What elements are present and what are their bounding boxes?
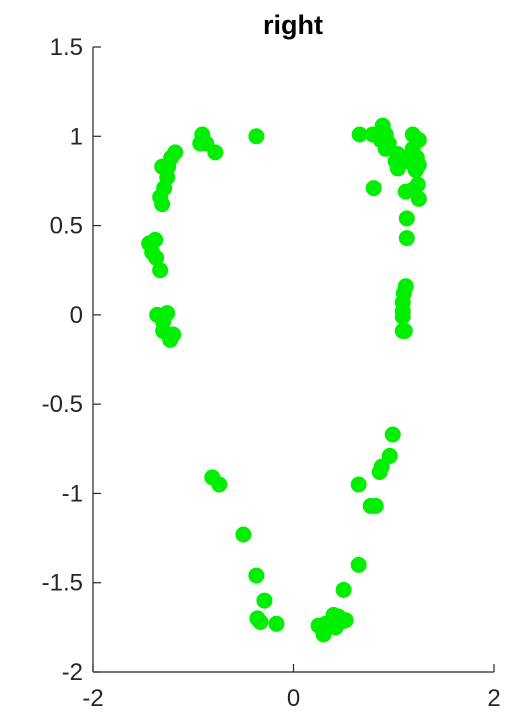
data-point [365, 180, 382, 197]
data-point [410, 190, 427, 207]
y-tick-label: 0 [70, 302, 83, 329]
data-point [350, 556, 367, 573]
data-point [256, 592, 273, 609]
data-point [394, 308, 411, 325]
x-tick-label: 0 [287, 685, 300, 712]
x-axis-ticks: -2 0 2 [82, 664, 501, 712]
data-points [141, 117, 427, 643]
x-tick-label: -2 [82, 685, 103, 712]
data-point [396, 322, 413, 339]
data-point [207, 144, 224, 161]
data-point [371, 464, 388, 480]
data-point [148, 249, 165, 266]
data-point [211, 476, 228, 493]
data-point [162, 331, 179, 348]
data-point [335, 581, 352, 598]
data-point [398, 210, 415, 227]
y-tick-label: -0.5 [42, 391, 83, 418]
data-point [235, 526, 252, 543]
x-tick-label: 2 [487, 685, 500, 712]
y-tick-label: -1 [62, 480, 83, 507]
axes: -2 -1.5 -1 -0.5 0 0.5 1 1.5 -2 0 2 [42, 34, 501, 712]
data-point [409, 176, 426, 193]
chart-title: right [263, 10, 323, 40]
data-point [351, 126, 368, 143]
data-point [350, 476, 367, 493]
data-point [268, 615, 285, 632]
data-point [152, 262, 169, 279]
y-tick-label: 1.5 [50, 34, 83, 61]
y-tick-label: 0.5 [50, 213, 83, 240]
y-tick-label: -1.5 [42, 570, 83, 597]
data-point [407, 162, 424, 179]
data-point [384, 426, 401, 443]
data-point [248, 567, 265, 584]
data-point [398, 230, 415, 247]
y-tick-label: -2 [62, 659, 83, 686]
data-point [248, 128, 265, 145]
data-point [154, 196, 171, 213]
data-point [377, 140, 394, 157]
data-point [367, 497, 384, 514]
y-tick-label: 1 [70, 123, 83, 150]
y-axis-ticks: -2 -1.5 -1 -0.5 0 0.5 1 1.5 [42, 34, 101, 686]
data-point [315, 626, 332, 643]
data-point [252, 614, 269, 630]
